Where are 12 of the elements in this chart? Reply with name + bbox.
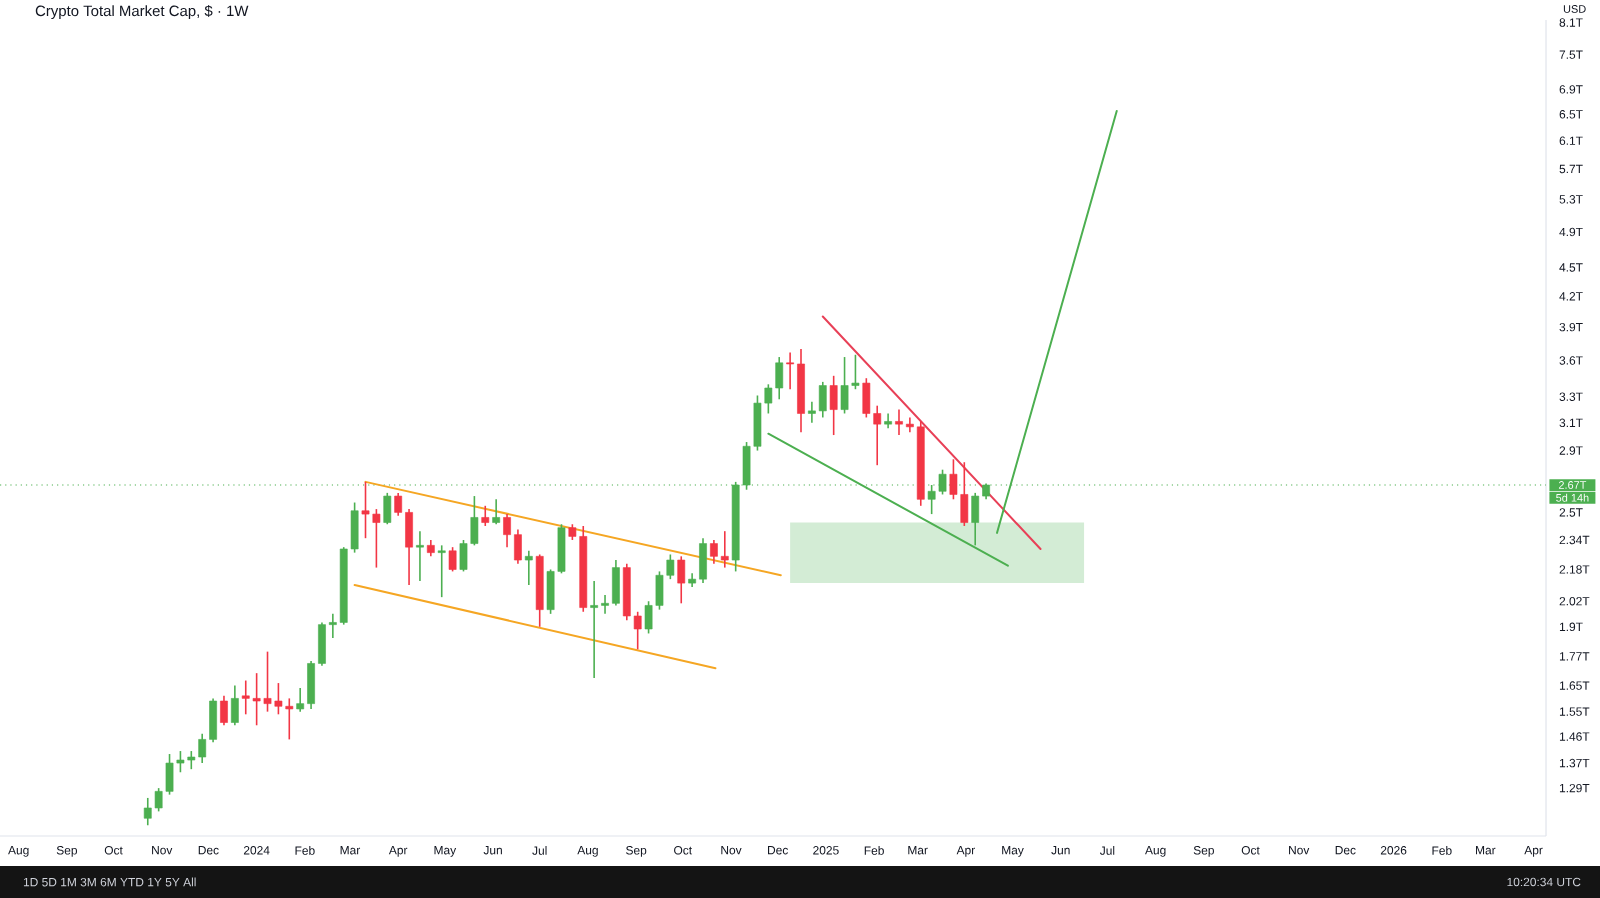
candlestick [220, 695, 228, 727]
candlestick [448, 546, 457, 573]
candlestick [416, 530, 424, 582]
candlestick [383, 492, 392, 526]
candlestick [884, 412, 892, 430]
candlestick [481, 505, 490, 527]
candlestick [677, 555, 686, 605]
candlestick [492, 498, 501, 526]
candlestick [437, 544, 446, 598]
candlestick [230, 684, 239, 727]
candlestick [829, 375, 838, 436]
candlestick [524, 550, 533, 586]
